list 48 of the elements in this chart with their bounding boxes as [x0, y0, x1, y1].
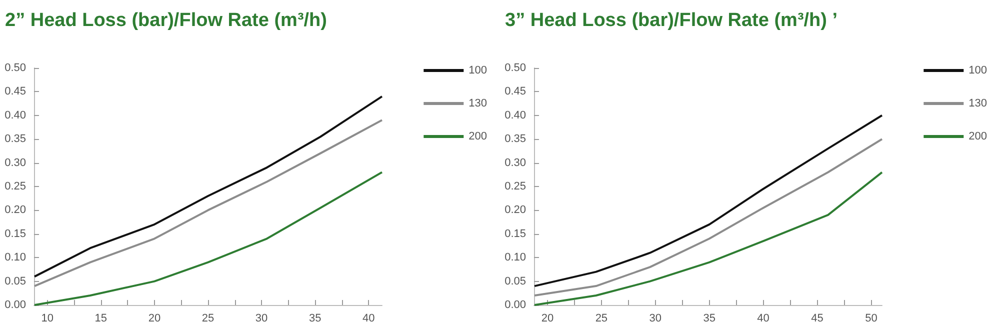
legend-label: 130	[468, 98, 488, 110]
y-tick-label: 0.30	[504, 156, 526, 169]
y-tick-label: 0.40	[4, 109, 26, 122]
x-tick-label: 35	[703, 312, 716, 324]
y-tick-label: 0.05	[504, 275, 526, 288]
x-tick-label: 30	[255, 312, 268, 324]
x-tick-label: 45	[811, 312, 824, 324]
chart-title: 3” Head Loss (bar)/Flow Rate (m³/h) ’	[505, 10, 838, 31]
y-tick-label: 0.00	[4, 299, 26, 311]
y-tick-label: 0.15	[504, 228, 526, 240]
x-tick-label: 30	[649, 312, 662, 324]
x-tick-label: 50	[865, 312, 878, 324]
y-tick-label: 0.20	[4, 204, 26, 216]
y-tick-label: 0.10	[4, 252, 26, 264]
legend-label: 200	[968, 130, 988, 142]
x-tick-label: 25	[595, 312, 608, 324]
line-series	[534, 138, 883, 297]
x-tick-label: 40	[362, 312, 375, 324]
y-tick-label: 0.05	[4, 275, 26, 288]
y-tick-label: 0.45	[504, 86, 526, 98]
chart-title: 2” Head Loss (bar)/Flow Rate (m³/h)	[5, 10, 327, 31]
y-tick-label: 0.35	[4, 133, 26, 146]
line-series	[34, 95, 383, 278]
y-tick-label: 0.45	[4, 86, 26, 98]
x-tick-label: 25	[202, 312, 214, 324]
x-tick-label: 35	[308, 312, 322, 324]
line-series	[534, 114, 883, 288]
y-tick-label: 0.25	[4, 180, 26, 192]
y-tick-label: 0.50	[504, 62, 526, 74]
x-tick-label: 15	[94, 312, 108, 324]
legend-label: 100	[968, 64, 988, 76]
y-tick-label: 0.30	[4, 156, 26, 169]
x-tick-label: 20	[148, 312, 161, 324]
y-tick-label: 0.35	[504, 133, 526, 146]
y-tick-label: 0.50	[4, 62, 26, 74]
legend-label: 130	[968, 98, 988, 110]
legend-label: 100	[468, 64, 488, 76]
line-series	[34, 119, 383, 288]
x-tick-label: 20	[541, 312, 554, 324]
x-tick-label: 40	[757, 312, 770, 324]
y-tick-label: 0.10	[504, 252, 526, 264]
legend-label: 200	[468, 130, 488, 142]
y-tick-label: 0.25	[504, 180, 526, 192]
x-tick-label: 10	[41, 312, 54, 324]
y-tick-label: 0.00	[504, 299, 526, 311]
y-tick-label: 0.20	[504, 204, 526, 216]
y-tick-label: 0.40	[504, 109, 526, 122]
y-tick-label: 0.15	[4, 228, 26, 240]
